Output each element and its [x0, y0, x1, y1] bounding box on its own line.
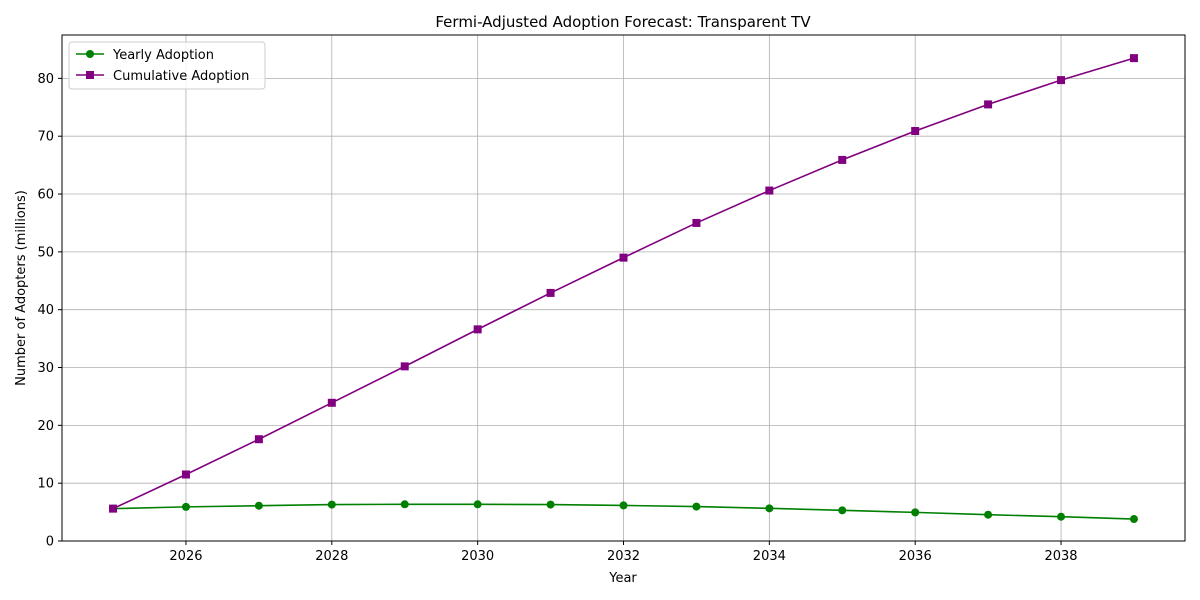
data-point-yearly [692, 502, 701, 511]
x-axis-label: Year [608, 571, 637, 586]
axis-ticks: 2026 2028 2030 2032 2034 2036 2038010203040506… [37, 72, 1077, 564]
data-point-yearly [911, 508, 920, 517]
grid [62, 35, 1185, 542]
data-point-cumulative [984, 100, 993, 109]
data-point-cumulative [619, 253, 628, 262]
data-point-yearly [181, 502, 190, 511]
data-point-cumulative [1129, 54, 1138, 63]
series-group [109, 54, 1138, 524]
y-tick-label: 70 [37, 130, 54, 145]
data-point-cumulative [692, 218, 701, 227]
x-tick-label: 2036 [899, 549, 932, 564]
legend-marker-yearly [86, 50, 94, 58]
legend-marker-cumulative [86, 71, 94, 79]
legend-label-cumulative: Cumulative Adoption [113, 69, 249, 84]
legend: Yearly Adoption Cumulative Adoption [68, 41, 266, 90]
y-tick-label: 0 [46, 535, 54, 550]
x-tick-label: 2034 [753, 549, 786, 564]
chart-title: Fermi-Adjusted Adoption Forecast: Transp… [435, 13, 811, 31]
data-point-cumulative [327, 398, 336, 407]
y-tick-label: 80 [37, 72, 54, 87]
data-point-yearly [1129, 515, 1138, 524]
data-point-yearly [473, 500, 482, 509]
data-point-cumulative [400, 362, 409, 371]
y-tick-label: 20 [37, 419, 54, 434]
data-point-yearly [327, 500, 336, 509]
data-point-yearly [838, 506, 847, 515]
data-point-yearly [619, 501, 628, 510]
x-tick-label: 2026 [169, 549, 202, 564]
y-tick-label: 60 [37, 188, 54, 203]
data-point-cumulative [1057, 76, 1066, 85]
x-tick-label: 2032 [607, 549, 640, 564]
data-point-cumulative [838, 155, 847, 164]
data-point-cumulative [473, 325, 482, 334]
x-tick-label: 2028 [315, 549, 348, 564]
legend-label-yearly: Yearly Adoption [112, 48, 214, 63]
x-tick-label: 2030 [461, 549, 494, 564]
x-tick-label: 2038 [1044, 549, 1077, 564]
data-point-cumulative [181, 470, 190, 479]
data-point-yearly [1057, 512, 1066, 521]
y-tick-label: 40 [37, 303, 54, 318]
data-point-yearly [400, 500, 409, 509]
y-tick-label: 50 [37, 245, 54, 260]
data-point-yearly [765, 504, 774, 513]
y-tick-label: 30 [37, 361, 54, 376]
legend-box [68, 41, 266, 90]
y-tick-label: 10 [37, 477, 54, 492]
data-point-cumulative [109, 504, 118, 513]
data-point-yearly [546, 500, 555, 509]
data-point-cumulative [911, 126, 920, 135]
y-axis-label: Number of Adopters (millions) [14, 190, 29, 386]
data-point-yearly [984, 510, 993, 519]
data-point-yearly [254, 501, 263, 510]
data-point-cumulative [254, 435, 263, 444]
data-point-cumulative [765, 186, 774, 195]
data-point-cumulative [546, 288, 555, 297]
